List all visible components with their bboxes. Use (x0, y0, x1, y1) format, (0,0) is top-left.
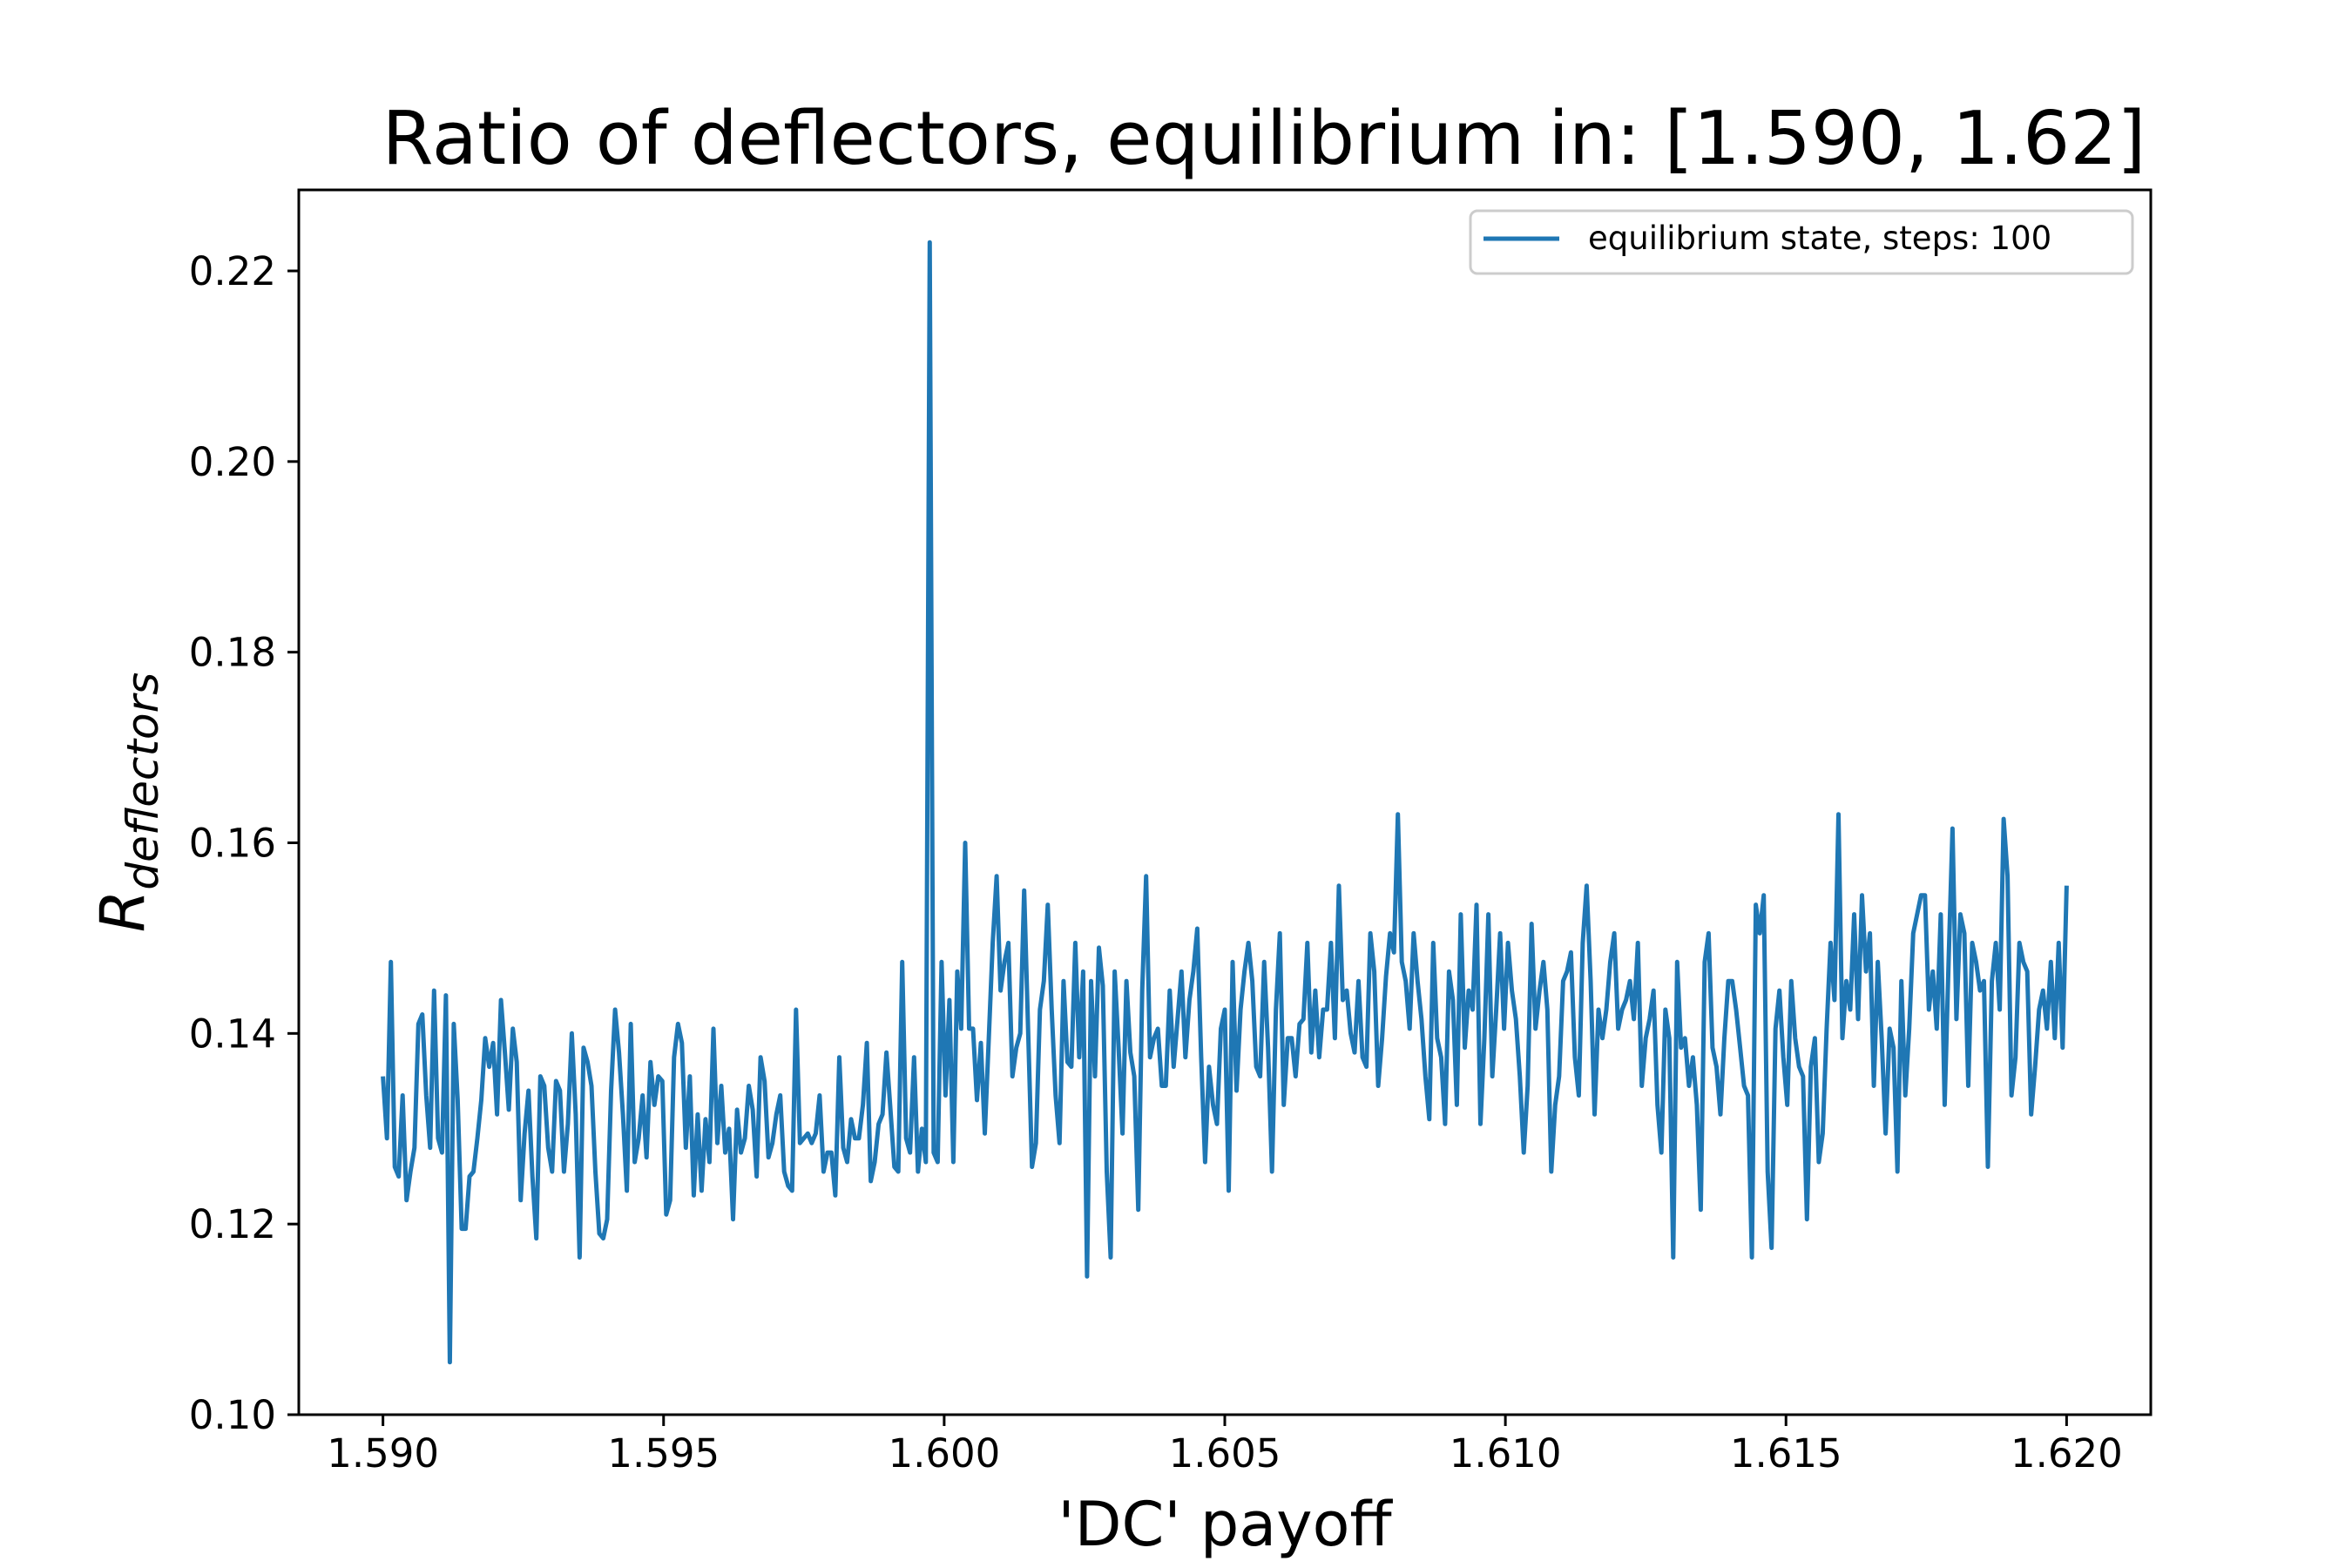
x-tick-label: 1.600 (888, 1430, 1000, 1477)
legend-label: equilibrium state, steps: 100 (1588, 220, 2051, 257)
legend-box (1469, 209, 2134, 275)
y-tick-label: 0.14 (189, 1010, 276, 1057)
x-axis-ticks: 1.590 1.595 1.600 1.605 1.610 1.615 1.620 (327, 1415, 2123, 1477)
y-tick-label: 0.18 (189, 630, 276, 676)
x-axis-label: 'DC' payoff (1058, 1489, 1393, 1560)
x-tick-label: 1.595 (607, 1430, 720, 1477)
series-line-equilibrium-state (381, 240, 2069, 1365)
y-axis-label: Rdeflectors (87, 672, 168, 933)
y-tick-label: 0.22 (189, 248, 276, 294)
y-axis-label-sub: deflectors (118, 672, 168, 890)
x-tick-label: 1.620 (2011, 1430, 2123, 1477)
x-tick-label: 1.590 (327, 1430, 439, 1477)
y-axis-ticks: 0.10 0.12 0.14 0.16 0.18 0.20 0.22 (189, 248, 299, 1438)
x-tick-label: 1.605 (1169, 1430, 1281, 1477)
y-axis-label-main: R (87, 890, 159, 933)
legend: equilibrium state, steps: 100 (1469, 209, 2134, 275)
y-tick-label: 0.12 (189, 1201, 276, 1247)
y-tick-label: 0.20 (189, 439, 276, 485)
chart-title: Ratio of deflectors, equilibrium in: [1.… (382, 96, 2146, 182)
y-tick-label: 0.10 (189, 1392, 276, 1438)
x-tick-label: 1.610 (1450, 1430, 1562, 1477)
plot-area (297, 188, 2153, 1416)
y-tick-label: 0.16 (189, 821, 276, 867)
x-tick-label: 1.615 (1730, 1430, 1842, 1477)
